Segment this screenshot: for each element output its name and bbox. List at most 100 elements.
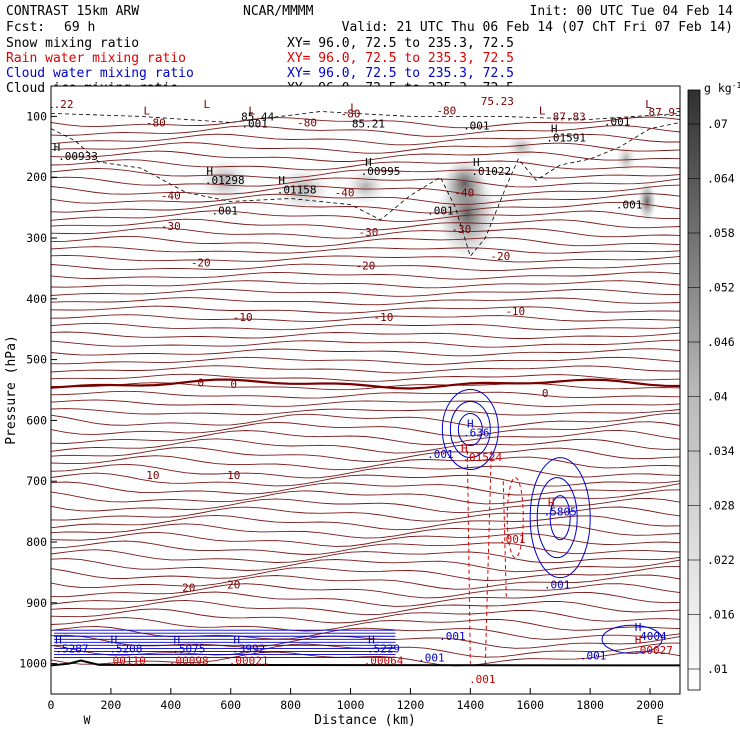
colorbar-tick-label: .028 bbox=[707, 499, 735, 513]
x-tick-label: 1200 bbox=[397, 698, 425, 712]
colorbar-tick-label: .04 bbox=[707, 390, 728, 404]
contour-label: -10 bbox=[374, 311, 394, 324]
temperature-isoline bbox=[51, 583, 680, 599]
contour-label: -20 bbox=[191, 256, 211, 269]
y-tick-label: 1000 bbox=[19, 657, 47, 671]
temperature-isoline bbox=[51, 331, 680, 339]
colorbar-ticks: .01 .016 .022 .028 .034 .04 .046 .052 .058 .064 .0… bbox=[688, 117, 735, 676]
contour-label: .5287 bbox=[55, 642, 88, 655]
contour-label: .00064 bbox=[364, 655, 404, 668]
temperature-isoline bbox=[51, 184, 680, 197]
contour-label: .001 bbox=[211, 205, 238, 218]
temperature-isolines bbox=[51, 116, 680, 667]
x-tick-label: 200 bbox=[101, 698, 122, 712]
contour-label: H bbox=[365, 156, 372, 169]
terrain-line bbox=[51, 659, 680, 667]
init-time: Init: 00 UTC Tue 04 Feb 14 bbox=[530, 4, 734, 19]
contour-label: .01022 bbox=[471, 165, 511, 178]
contour-label: 75.23 bbox=[481, 95, 514, 108]
contour-label: 85.21 bbox=[352, 118, 385, 131]
contour-label: .001 bbox=[469, 673, 496, 686]
temperature-isoline bbox=[51, 263, 680, 272]
cloud-water-contour bbox=[601, 624, 663, 654]
temperature-isoline bbox=[51, 201, 680, 214]
x-tick-label: 2000 bbox=[636, 698, 664, 712]
field-xy-cloud-water: XY= 96.0, 72.5 to 235.3, 72.5 bbox=[287, 66, 514, 81]
contour-label: .001 bbox=[427, 205, 454, 218]
field-name-cloud-water: Cloud water mixing ratio bbox=[6, 66, 194, 81]
contour-label: 71.22 bbox=[40, 98, 73, 111]
contour-label: H bbox=[635, 633, 642, 646]
temperature-isoline bbox=[51, 133, 680, 146]
temperature-isoline bbox=[51, 339, 680, 348]
x-tick-label: 600 bbox=[220, 698, 241, 712]
temperature-isoline bbox=[51, 193, 680, 205]
x-tick-label: 800 bbox=[280, 698, 301, 712]
rain-water-contour bbox=[466, 450, 507, 664]
contour-label: 20 bbox=[227, 579, 240, 592]
x-tick-label: 1000 bbox=[337, 698, 365, 712]
temperature-isoline bbox=[51, 408, 680, 416]
colorbar-tick-label: .058 bbox=[707, 226, 735, 240]
contour-label: H bbox=[461, 442, 468, 455]
x-tick-label: 400 bbox=[160, 698, 181, 712]
contour-label: H bbox=[635, 621, 642, 634]
fcst-value: 69 h bbox=[64, 20, 95, 35]
temperature-isoline bbox=[51, 365, 680, 374]
colorbar-tick-label: .046 bbox=[707, 335, 735, 349]
rain-water-contours bbox=[466, 450, 524, 664]
x-axis: 0 200 400 600 800 1000 1200 1400 1600 1800 2000 bbox=[48, 688, 664, 712]
contour-label: .001 bbox=[544, 579, 571, 592]
temperature-isoline bbox=[51, 314, 680, 322]
freezing-level-line bbox=[51, 378, 680, 390]
temperature-isoline bbox=[51, 429, 680, 446]
y-tick-label: 600 bbox=[26, 413, 47, 427]
contour-label: -20 bbox=[490, 250, 510, 263]
temperature-isoline bbox=[51, 227, 680, 239]
contour-labels: 71.22 L L L L L L-80-80 -80-8085.4485.2175.2387… bbox=[40, 95, 681, 686]
temperature-isoline bbox=[51, 390, 680, 399]
y-tick-label: 400 bbox=[26, 292, 47, 306]
x-tick-label: 1800 bbox=[576, 698, 604, 712]
temperature-isoline bbox=[51, 288, 680, 297]
org-label: NCAR/MMMM bbox=[243, 4, 314, 19]
temperature-isoline bbox=[51, 455, 680, 471]
east-label: E bbox=[657, 713, 664, 727]
contour-label: 10 bbox=[146, 469, 159, 482]
temperature-isoline bbox=[51, 356, 680, 365]
temperature-isoline bbox=[51, 438, 680, 454]
y-tick-label: 700 bbox=[26, 474, 47, 488]
colorbar-tick-label: .07 bbox=[707, 117, 728, 131]
temperature-isoline bbox=[51, 497, 680, 514]
temperature-isoline bbox=[51, 218, 680, 231]
contour-label: -10 bbox=[233, 311, 253, 324]
contour-label: L bbox=[144, 104, 151, 117]
contour-label: .00933 bbox=[58, 150, 98, 163]
contour-label: 87.93 bbox=[648, 106, 681, 119]
temperature-isoline bbox=[51, 159, 680, 171]
temperature-isoline bbox=[51, 446, 680, 462]
temperature-isoline bbox=[51, 523, 680, 539]
contour-label: -80 bbox=[146, 116, 166, 129]
colorbar-tick-label: .022 bbox=[707, 553, 735, 567]
contour-label: -20 bbox=[356, 259, 376, 272]
west-label: W bbox=[84, 713, 91, 727]
contour-label: .01524 bbox=[462, 451, 502, 464]
contour-label: -80 bbox=[297, 116, 317, 129]
colorbar-unit: g kg-1 bbox=[704, 81, 740, 95]
contour-label: 0 bbox=[197, 377, 204, 390]
cloud-water-contour bbox=[457, 413, 483, 447]
temperature-isoline bbox=[51, 235, 680, 247]
contour-label: 10 bbox=[227, 469, 240, 482]
contour-label: .3992 bbox=[232, 642, 265, 655]
y-axis-label: Pressure (hPa) bbox=[4, 335, 19, 445]
snow-shade-cell bbox=[345, 168, 386, 205]
snow-shade-cell bbox=[616, 144, 637, 173]
temperature-isoline bbox=[51, 591, 680, 607]
contour-label: .4004 bbox=[633, 630, 666, 643]
contour-label: .01298 bbox=[205, 174, 245, 187]
temperature-isoline bbox=[51, 382, 680, 391]
contour-label: H bbox=[548, 496, 555, 509]
contour-label: .5805 bbox=[544, 506, 577, 519]
field-name-snow: Snow mixing ratio bbox=[6, 36, 139, 51]
